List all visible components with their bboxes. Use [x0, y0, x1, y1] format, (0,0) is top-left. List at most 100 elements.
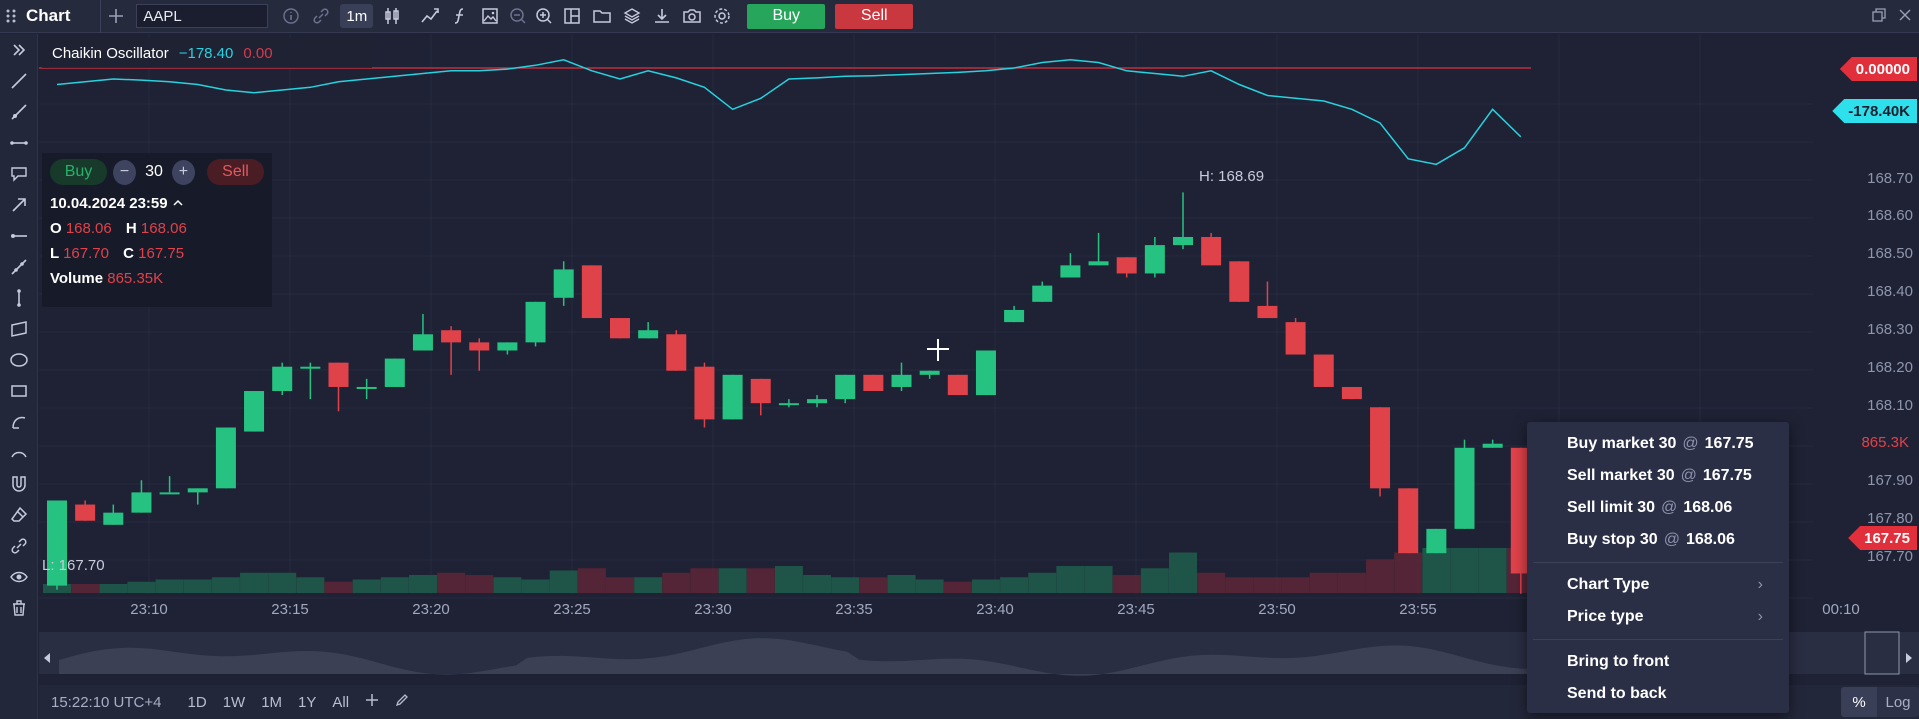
navigator-area: [59, 638, 1659, 676]
close-window-icon[interactable]: [1897, 7, 1913, 26]
volume-bar: [465, 575, 494, 593]
image-icon[interactable]: [475, 0, 505, 33]
candle-datetime[interactable]: 10.04.2024 23:59: [50, 195, 264, 212]
price-axis-label: 167.90: [1867, 472, 1913, 489]
navigator-right-arrow: [1906, 653, 1912, 663]
oscillator-legend[interactable]: Chaikin Oscillator −178.40 0.00: [42, 38, 372, 68]
menu-sell-limit[interactable]: Sell limit 30 @ 168.06: [1527, 492, 1789, 524]
chart-canvas[interactable]: [39, 34, 1919, 685]
ellipse-icon[interactable]: [0, 344, 38, 375]
price-axis-label: 167.70: [1867, 548, 1913, 565]
menu-send-to-back[interactable]: Send to back: [1567, 685, 1667, 702]
panel-sell-button[interactable]: Sell: [206, 159, 265, 185]
chevron-up-icon[interactable]: [172, 198, 184, 208]
curve-icon[interactable]: [0, 406, 38, 437]
price-axis-label: 168.70: [1867, 170, 1913, 187]
download-icon[interactable]: [647, 0, 677, 33]
candle-body: [581, 265, 602, 319]
candle-body: [356, 386, 377, 389]
rectangle-icon[interactable]: [0, 375, 38, 406]
chart-area[interactable]: [39, 34, 1919, 719]
candle-body: [1116, 257, 1137, 274]
magnet-icon[interactable]: [0, 468, 38, 499]
open-value: 168.06: [65, 220, 112, 237]
candle-body: [553, 269, 574, 298]
candle-body: [328, 362, 349, 387]
toolbar-buy-button[interactable]: Buy: [747, 3, 826, 29]
volume-bar: [99, 584, 128, 593]
settings-gear-icon[interactable]: [707, 0, 737, 33]
quantity-value[interactable]: 30: [145, 163, 163, 180]
time-axis-label: 23:30: [694, 601, 732, 618]
eye-icon[interactable]: [0, 561, 38, 592]
crosshair-cursor: [927, 339, 949, 361]
camera-icon[interactable]: [677, 0, 707, 33]
ray-icon[interactable]: [0, 96, 38, 127]
vertical-line-icon[interactable]: [0, 282, 38, 313]
candle-body: [103, 512, 124, 525]
horizontal-ray-icon[interactable]: [0, 220, 38, 251]
restore-window-icon[interactable]: [1871, 7, 1887, 26]
context-menu: Buy market 30 @ 167.75 Sell market 30 @ …: [1527, 422, 1789, 713]
add-chart-icon[interactable]: [100, 0, 130, 33]
menu-buy-market[interactable]: Buy market 30 @ 167.75: [1527, 428, 1789, 460]
menu-price-type[interactable]: Price type ›: [1527, 601, 1789, 633]
chain-link-icon[interactable]: [0, 530, 38, 561]
range-1d[interactable]: 1D: [187, 693, 207, 711]
volume-bar: [352, 579, 381, 593]
extended-line-icon[interactable]: [0, 251, 38, 282]
quantity-decrease-button[interactable]: −: [113, 159, 137, 185]
layout-icon[interactable]: [557, 0, 587, 33]
trash-icon[interactable]: [0, 592, 38, 623]
volume-bar: [155, 579, 184, 593]
percent-scale-button[interactable]: %: [1841, 687, 1877, 717]
toolbar-sell-button[interactable]: Sell: [835, 3, 914, 29]
volume-bar: [690, 568, 719, 593]
volume-bar: [915, 579, 944, 593]
volume-bar: [380, 577, 409, 593]
candle-body: [722, 374, 743, 420]
zoom-in-icon[interactable]: [531, 0, 557, 33]
menu-sell-market[interactable]: Sell market 30 @ 167.75: [1527, 460, 1789, 492]
expand-toolbar-icon[interactable]: [0, 34, 38, 65]
range-1w[interactable]: 1W: [222, 693, 246, 711]
edit-pencil-icon[interactable]: [387, 693, 417, 711]
range-all[interactable]: All: [332, 693, 350, 711]
indicators-icon[interactable]: [415, 0, 445, 33]
arc-icon[interactable]: [0, 437, 38, 468]
range-1m[interactable]: 1M: [261, 693, 283, 711]
log-scale-button[interactable]: Log: [1877, 687, 1919, 717]
link-icon[interactable]: [306, 0, 336, 33]
drawing-toolbar: [0, 34, 38, 719]
quantity-increase-button[interactable]: +: [171, 159, 195, 185]
candle-body: [159, 492, 180, 495]
candle-body: [1060, 265, 1081, 278]
menu-bring-to-front[interactable]: Bring to front: [1567, 653, 1670, 670]
panel-buy-button[interactable]: Buy: [50, 159, 108, 185]
add-range-icon[interactable]: [357, 693, 387, 711]
parallelogram-icon[interactable]: [0, 313, 38, 344]
callout-icon[interactable]: [0, 158, 38, 189]
function-icon[interactable]: [445, 0, 475, 33]
drag-handle-icon[interactable]: [0, 0, 22, 33]
arrow-icon[interactable]: [0, 189, 38, 220]
candle-type-icon[interactable]: [377, 0, 407, 33]
volume-bar: [1000, 577, 1029, 593]
volume-bar: [577, 568, 606, 593]
zoom-out-icon[interactable]: [505, 0, 531, 33]
folder-icon[interactable]: [587, 0, 617, 33]
layers-icon[interactable]: [617, 0, 647, 33]
horizontal-line-icon[interactable]: [0, 127, 38, 158]
timeframe-button[interactable]: 1m: [340, 4, 374, 28]
info-icon[interactable]: [276, 0, 306, 33]
range-1y[interactable]: 1Y: [298, 693, 317, 711]
trend-line-icon[interactable]: [0, 65, 38, 96]
symbol-input[interactable]: [136, 4, 269, 28]
candle-body: [1482, 443, 1503, 448]
high-label: H: [125, 220, 137, 237]
menu-chart-type[interactable]: Chart Type ›: [1527, 569, 1789, 601]
menu-buy-stop[interactable]: Buy stop 30 @ 168.06: [1527, 524, 1789, 556]
eraser-icon[interactable]: [0, 499, 38, 530]
time-axis-label: 23:20: [412, 601, 450, 618]
candle-body: [75, 504, 96, 521]
